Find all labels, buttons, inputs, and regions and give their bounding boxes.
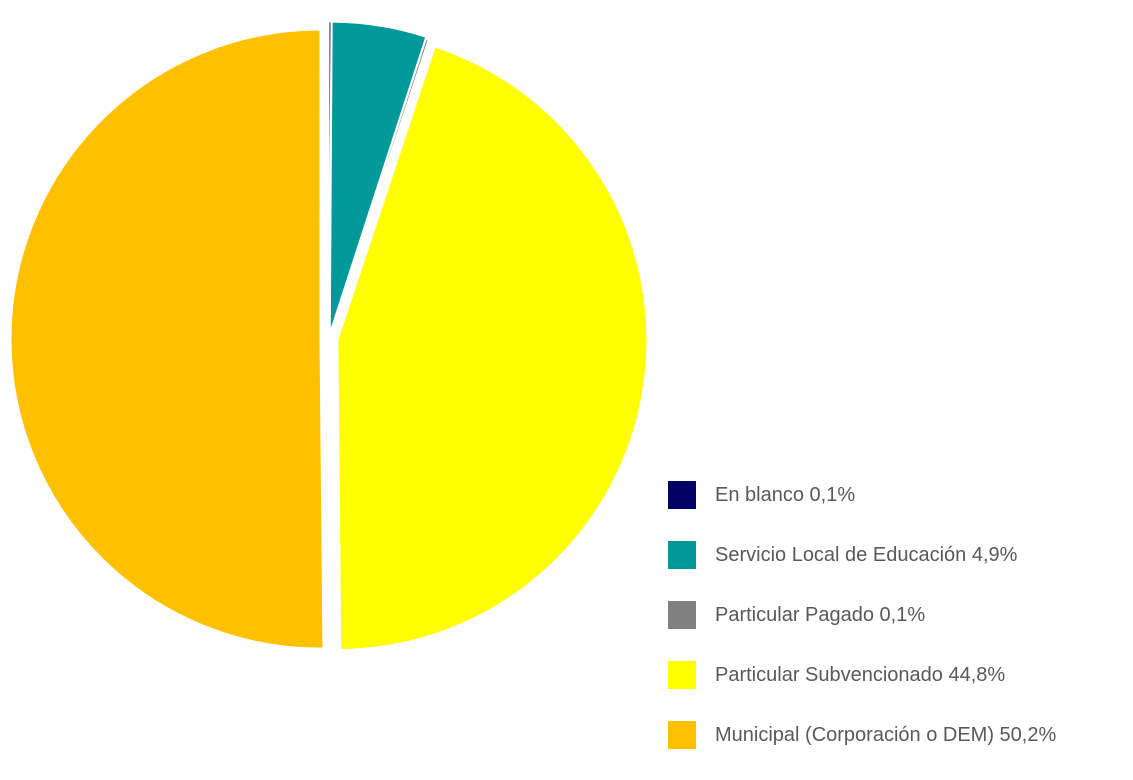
legend-swatch <box>668 541 696 569</box>
legend-swatch <box>668 601 696 629</box>
pie-chart: En blanco 0,1% Servicio Local de Educaci… <box>0 0 1133 751</box>
legend-item: Particular Pagado 0,1% <box>668 600 1128 630</box>
legend-label: Municipal (Corporación o DEM) 50,2% <box>715 724 1056 747</box>
legend-swatch <box>668 721 696 749</box>
chart-legend: En blanco 0,1% Servicio Local de Educaci… <box>668 480 1128 780</box>
legend-item: Particular Subvencionado 44,8% <box>668 660 1128 690</box>
legend-item: Servicio Local de Educación 4,9% <box>668 540 1128 570</box>
legend-label: Servicio Local de Educación 4,9% <box>715 544 1017 567</box>
pie-slice <box>11 30 323 648</box>
legend-swatch <box>668 661 696 689</box>
legend-swatch <box>668 481 696 509</box>
legend-label: Particular Pagado 0,1% <box>715 604 925 627</box>
legend-item: Municipal (Corporación o DEM) 50,2% <box>668 720 1128 750</box>
pie-chart-plot <box>0 0 660 751</box>
legend-item: En blanco 0,1% <box>668 480 1128 510</box>
legend-label: Particular Subvencionado 44,8% <box>715 664 1005 687</box>
legend-label: En blanco 0,1% <box>715 484 855 507</box>
